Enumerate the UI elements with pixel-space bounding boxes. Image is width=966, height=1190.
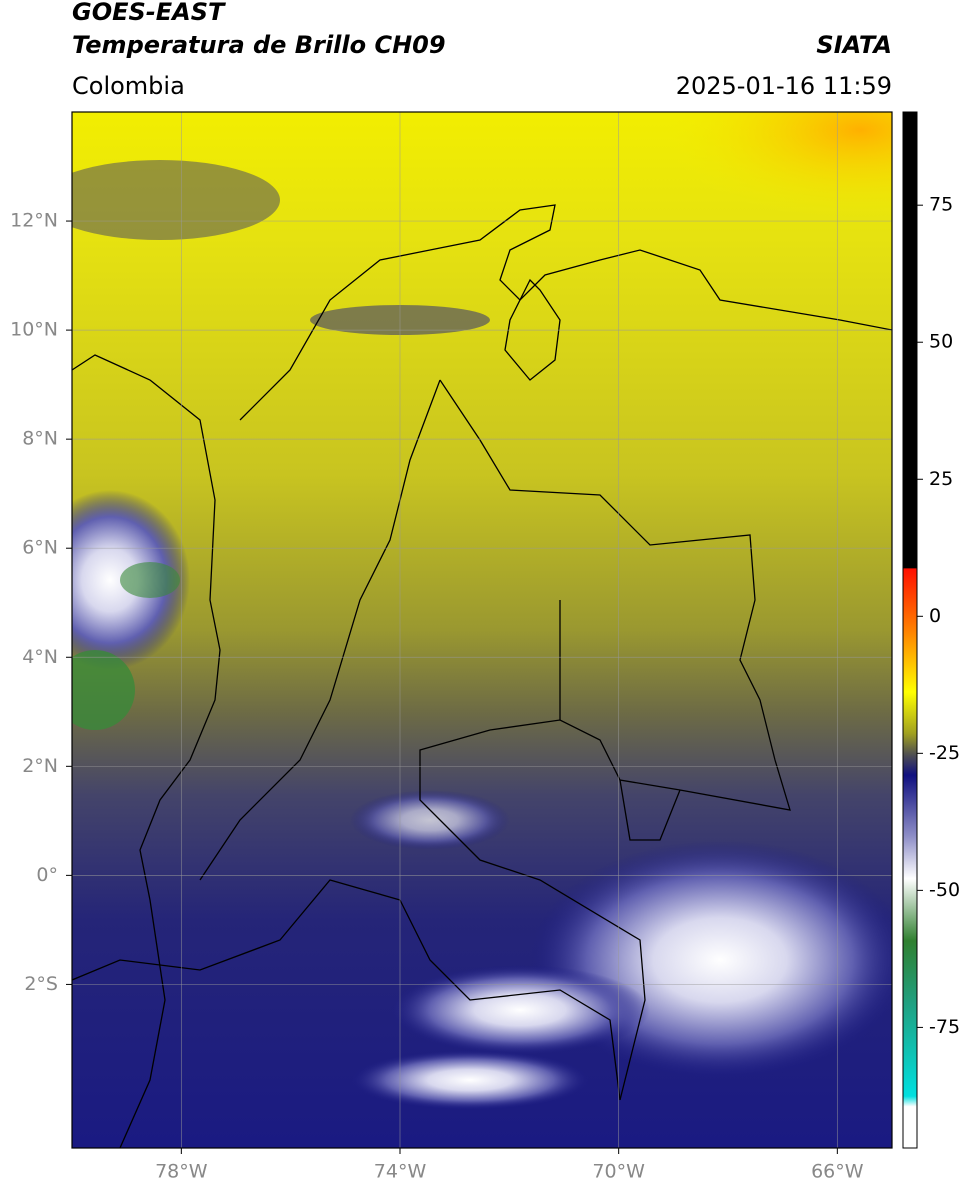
title: GOES-EAST — [72, 0, 226, 26]
y-tick-label: 2°S — [24, 973, 58, 995]
y-tick-label: 10°N — [10, 319, 58, 341]
x-tick-label: 78°W — [155, 1161, 208, 1183]
region: Colombia — [72, 72, 185, 100]
y-tick-label: 8°N — [22, 428, 58, 450]
x-tick-label: 74°W — [374, 1161, 427, 1183]
colorbar-tick-label: 75 — [929, 194, 953, 216]
colorbar-tick-label: -75 — [929, 1016, 960, 1038]
colorbar-tick-label: 50 — [929, 331, 953, 353]
colorbar-tick-label: -25 — [929, 742, 960, 764]
colorbar-tick-label: 0 — [929, 605, 941, 627]
y-tick-label: 0° — [36, 864, 58, 886]
colorbar-tick-label: 25 — [929, 468, 953, 490]
y-tick-label: 6°N — [22, 537, 58, 559]
subtitle: Temperatura de Brillo CH09 — [72, 31, 446, 59]
map-image — [72, 112, 892, 1148]
source: SIATA — [816, 31, 892, 59]
y-tick-label: 2°N — [22, 755, 58, 777]
colorbar — [902, 111, 918, 1149]
datetime: 2025-01-16 11:59 — [676, 72, 892, 100]
y-tick-label: 4°N — [22, 646, 58, 668]
grid — [72, 112, 892, 1148]
map-frame — [71, 111, 893, 1149]
x-tick-label: 66°W — [811, 1161, 864, 1183]
y-tick-label: 12°N — [10, 210, 58, 232]
x-tick-label: 70°W — [592, 1161, 645, 1183]
colorbar-tick-label: -50 — [929, 879, 960, 901]
